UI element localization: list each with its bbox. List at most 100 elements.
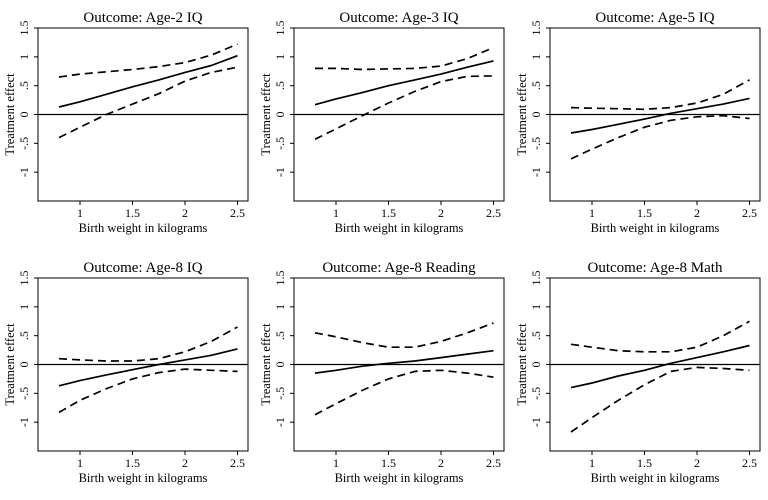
y-tick-label: -1 bbox=[529, 167, 543, 177]
y-tick-label: 1 bbox=[273, 54, 287, 60]
x-tick-label: 1 bbox=[77, 206, 83, 220]
x-tick-label: 1.5 bbox=[381, 206, 396, 220]
y-axis-label: Treatment effect bbox=[259, 323, 273, 406]
x-axis-label: Birth weight in kilograms bbox=[591, 221, 720, 235]
x-tick-label: 1.5 bbox=[125, 206, 140, 220]
x-tick-label: 2.5 bbox=[742, 206, 757, 220]
panel-age3-iq: Outcome: Age-3 IQ -1 -.5 0 .5 1 1.5 1 1.5 2 2.5 Bir… bbox=[256, 0, 512, 250]
y-tick-label: 0 bbox=[17, 362, 31, 368]
panel-age8-reading: Outcome: Age-8 Reading -1 -.5 0 .5 1 1.5 1 1.5 2 2… bbox=[256, 250, 512, 500]
x-tick-label: 2.5 bbox=[486, 456, 501, 470]
x-tick-label: 1 bbox=[333, 206, 339, 220]
lower-ci-line bbox=[58, 368, 238, 414]
y-tick-label: 1.5 bbox=[529, 21, 543, 36]
x-tick-label: 2 bbox=[438, 456, 444, 470]
x-tick-label: 2.5 bbox=[486, 206, 501, 220]
y-tick-label: 1 bbox=[273, 304, 287, 310]
y-tick-label: -.5 bbox=[17, 137, 31, 150]
y-axis-label: Treatment effect bbox=[515, 73, 529, 156]
x-tick-label: 2.5 bbox=[230, 456, 245, 470]
x-tick-label: 2 bbox=[694, 206, 700, 220]
chart-svg: Outcome: Age-8 IQ -1 -.5 0 .5 1 1.5 1 1.5 2 2.5 Bir… bbox=[3, 260, 249, 485]
x-tick-label: 1.5 bbox=[637, 456, 652, 470]
x-axis-label: Birth weight in kilograms bbox=[335, 221, 464, 235]
estimate-line bbox=[58, 348, 238, 387]
y-tick-label: -1 bbox=[17, 417, 31, 427]
lower-ci-line bbox=[570, 114, 750, 160]
y-tick-label: .5 bbox=[17, 81, 31, 90]
estimate-line bbox=[570, 344, 750, 389]
upper-ci-line bbox=[570, 320, 750, 353]
y-tick-label: .5 bbox=[529, 81, 543, 90]
chart-svg: Outcome: Age-3 IQ -1 -.5 0 .5 1 1.5 1 1.5 2 2.5 Bir… bbox=[259, 10, 505, 235]
x-axis-label: Birth weight in kilograms bbox=[335, 471, 464, 485]
y-tick-label: -.5 bbox=[529, 137, 543, 150]
chart-title: Outcome: Age-8 Math bbox=[588, 260, 723, 276]
upper-ci-line bbox=[58, 326, 238, 362]
y-tick-label: 0 bbox=[273, 112, 287, 118]
chart-title: Outcome: Age-3 IQ bbox=[339, 10, 458, 26]
y-tick-label: -1 bbox=[273, 417, 287, 427]
y-tick-label: 1.5 bbox=[529, 271, 543, 286]
upper-ci-line bbox=[314, 322, 494, 349]
x-tick-label: 2 bbox=[182, 456, 188, 470]
y-tick-label: -1 bbox=[17, 167, 31, 177]
y-tick-label: .5 bbox=[529, 331, 543, 340]
y-tick-label: 1 bbox=[17, 54, 31, 60]
lower-ci-line bbox=[314, 369, 494, 416]
x-tick-label: 1.5 bbox=[381, 456, 396, 470]
x-tick-label: 2 bbox=[182, 206, 188, 220]
y-tick-label: 1 bbox=[529, 304, 543, 310]
y-tick-label: -1 bbox=[529, 417, 543, 427]
lower-ci-line bbox=[570, 366, 750, 433]
y-axis-label: Treatment effect bbox=[3, 73, 17, 156]
panel-age8-math: Outcome: Age-8 Math -1 -.5 0 .5 1 1.5 1 1.5 2 2.5 B… bbox=[512, 250, 768, 500]
estimate-line bbox=[58, 54, 238, 108]
y-tick-label: 0 bbox=[529, 362, 543, 368]
x-tick-label: 1 bbox=[77, 456, 83, 470]
x-axis-label: Birth weight in kilograms bbox=[591, 471, 720, 485]
y-tick-label: 1.5 bbox=[273, 21, 287, 36]
y-tick-label: 1.5 bbox=[17, 21, 31, 36]
upper-ci-line bbox=[570, 79, 750, 111]
panel-age5-iq: Outcome: Age-5 IQ -1 -.5 0 .5 1 1.5 1 1.5 2 2.5 Bir… bbox=[512, 0, 768, 250]
y-tick-label: 1 bbox=[17, 304, 31, 310]
chart-title: Outcome: Age-8 IQ bbox=[83, 260, 202, 276]
x-tick-label: 1 bbox=[589, 456, 595, 470]
x-tick-label: 1 bbox=[589, 206, 595, 220]
y-tick-label: -1 bbox=[273, 167, 287, 177]
chart-title: Outcome: Age-2 IQ bbox=[83, 10, 202, 26]
lower-ci-line bbox=[58, 66, 238, 139]
y-tick-label: 0 bbox=[17, 112, 31, 118]
y-tick-label: 0 bbox=[273, 362, 287, 368]
y-tick-label: -.5 bbox=[17, 387, 31, 400]
y-axis-label: Treatment effect bbox=[3, 323, 17, 406]
y-tick-label: 1 bbox=[529, 54, 543, 60]
y-tick-label: .5 bbox=[273, 81, 287, 90]
panel-age2-iq: Outcome: Age-2 IQ -1 -.5 0 .5 1 1.5 1 1.5 2 2.5 Bir… bbox=[0, 0, 256, 250]
y-tick-label: -.5 bbox=[529, 387, 543, 400]
x-tick-label: 2 bbox=[438, 206, 444, 220]
y-tick-label: 1.5 bbox=[273, 271, 287, 286]
x-tick-label: 1 bbox=[333, 456, 339, 470]
y-tick-label: -.5 bbox=[273, 387, 287, 400]
upper-ci-line bbox=[315, 46, 494, 71]
x-tick-label: 1.5 bbox=[637, 206, 652, 220]
y-axis-label: Treatment effect bbox=[259, 73, 273, 156]
chart-svg: Outcome: Age-8 Math -1 -.5 0 .5 1 1.5 1 1.5 2 2.5 B… bbox=[515, 260, 761, 485]
x-tick-label: 1.5 bbox=[125, 456, 140, 470]
x-axis-label: Birth weight in kilograms bbox=[79, 221, 208, 235]
x-tick-label: 2.5 bbox=[742, 456, 757, 470]
chart-title: Outcome: Age-5 IQ bbox=[595, 10, 714, 26]
upper-ci-line bbox=[58, 43, 238, 78]
estimate-line bbox=[314, 349, 494, 374]
y-tick-label: 1.5 bbox=[17, 271, 31, 286]
y-tick-label: -.5 bbox=[273, 137, 287, 150]
x-tick-label: 2 bbox=[694, 456, 700, 470]
chart-svg: Outcome: Age-5 IQ -1 -.5 0 .5 1 1.5 1 1.5 2 2.5 Bir… bbox=[515, 10, 761, 235]
chart-svg: Outcome: Age-8 Reading -1 -.5 0 .5 1 1.5 1 1.5 2 2… bbox=[259, 260, 505, 485]
y-tick-label: .5 bbox=[273, 331, 287, 340]
y-tick-label: 0 bbox=[529, 112, 543, 118]
y-tick-label: .5 bbox=[17, 331, 31, 340]
